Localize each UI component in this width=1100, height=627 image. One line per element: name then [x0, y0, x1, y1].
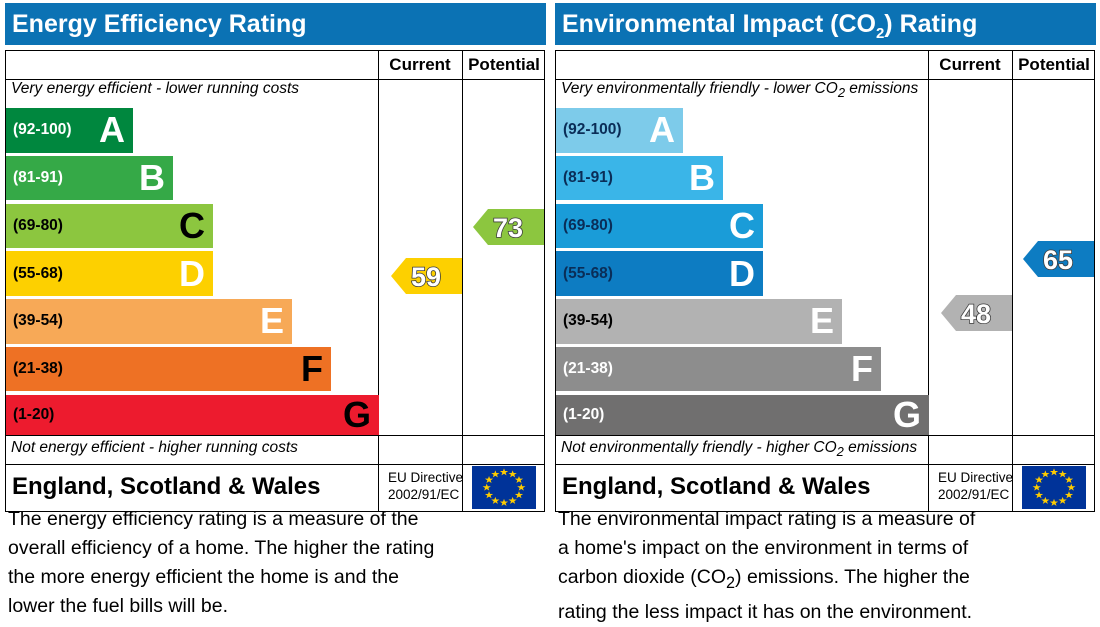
svg-text:48: 48 — [961, 299, 991, 329]
svg-text:65: 65 — [1043, 245, 1073, 275]
svg-text:73: 73 — [493, 213, 523, 243]
svg-text:59: 59 — [411, 262, 441, 292]
